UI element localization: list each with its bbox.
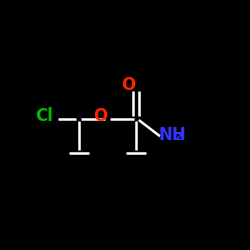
Text: Cl: Cl xyxy=(35,107,53,125)
Text: 2: 2 xyxy=(174,132,182,142)
Text: O: O xyxy=(122,76,136,94)
Text: O: O xyxy=(93,107,107,125)
Text: NH: NH xyxy=(159,126,186,144)
